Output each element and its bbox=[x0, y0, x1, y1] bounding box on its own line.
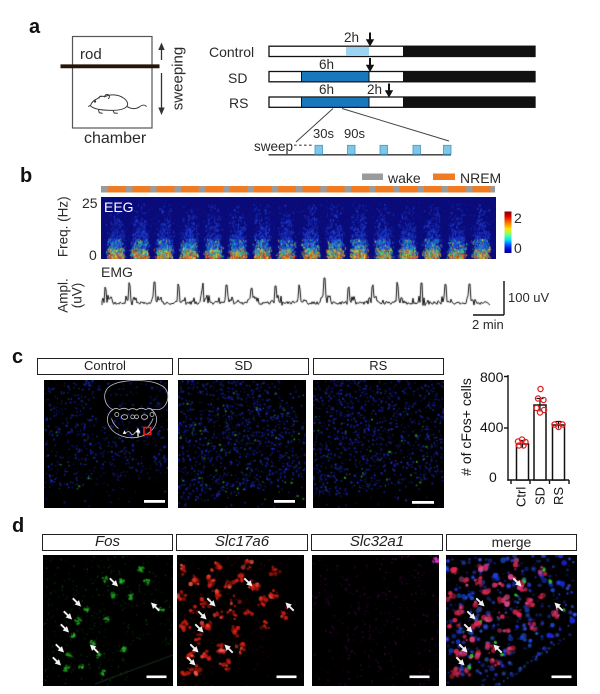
svg-text:RS: RS bbox=[551, 487, 566, 505]
svg-text:SD: SD bbox=[533, 487, 548, 505]
svg-text:Ctrl: Ctrl bbox=[514, 487, 529, 507]
